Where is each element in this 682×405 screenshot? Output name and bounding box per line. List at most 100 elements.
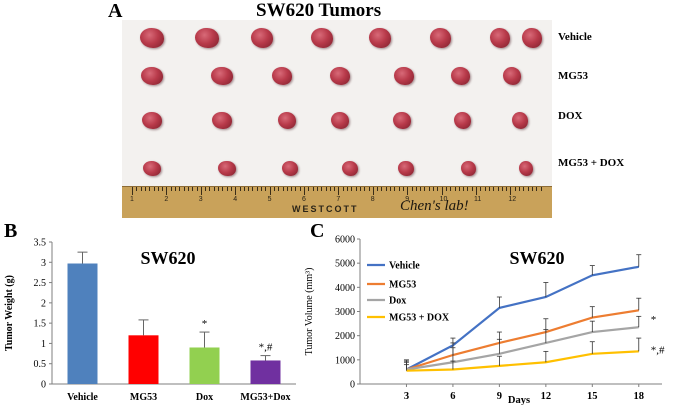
tumor-sample: [453, 111, 471, 129]
tumor-sample: [250, 28, 274, 48]
tumor-sample: [310, 28, 334, 48]
ruler-tick: [325, 187, 327, 191]
x-tick-label: 6: [450, 391, 455, 402]
tumor-sample: [502, 67, 522, 85]
ruler-tick: [205, 187, 207, 191]
ruler-tick: [527, 187, 529, 191]
ruler-tick: [261, 187, 262, 191]
ruler-number: 3: [198, 196, 203, 203]
y-axis-title: Tumor Weight (g): [4, 275, 15, 351]
legend-label: Vehicle: [389, 261, 420, 272]
ruler-tick: [252, 187, 254, 191]
ruler-tick: [196, 187, 198, 191]
ruler-tick: [200, 187, 202, 195]
ruler-tick: [132, 187, 133, 195]
y-tick-label: 4000: [335, 283, 355, 294]
y-tick-label: 2.5: [34, 278, 47, 289]
y-tick-label: 0.5: [34, 359, 47, 370]
significance-marker: *: [202, 318, 208, 330]
tumor-sample: [429, 28, 451, 48]
ruler-number: 2: [164, 196, 169, 203]
ruler-tick: [222, 187, 224, 191]
series-line: [406, 309, 639, 371]
tumor-sample: [394, 67, 414, 85]
ruler-tick: [149, 187, 151, 191]
tumor-sample: [141, 67, 163, 85]
ruler-tick: [312, 187, 314, 191]
ruler-tick: [308, 187, 310, 191]
y-tick-label: 2: [41, 298, 46, 309]
panel-b-letter: B: [4, 220, 18, 242]
ruler-tick: [136, 187, 138, 191]
y-tick-label: 6000: [335, 235, 355, 246]
tumor-sample: [522, 28, 542, 48]
y-tick-label: 0: [41, 380, 46, 391]
ruler-tick: [437, 187, 439, 191]
ruler-tick: [140, 187, 142, 191]
x-tick-label: Vehicle: [67, 392, 98, 403]
ruler-number: 11: [474, 196, 482, 203]
tumor-sample: [277, 111, 297, 129]
ruler-tick: [394, 187, 396, 191]
x-tick-label: 15: [587, 391, 598, 402]
tumor-photo: 1 2 3 4 5 6 7 8 9 10 11 12 WESTCOTT Chen's lab!: [122, 20, 552, 218]
ruler-tick: [398, 187, 400, 191]
y-tick-label: 3.5: [34, 238, 47, 249]
ruler-tick: [523, 187, 525, 191]
ruler-tick: [501, 187, 503, 191]
ruler-tick: [209, 187, 211, 191]
bar: [189, 347, 220, 384]
ruler-number: 12: [508, 196, 517, 203]
tumor-sample: [518, 160, 534, 176]
series-line: [406, 326, 639, 371]
tumor-sample: [140, 28, 164, 48]
x-tick-label: 9: [497, 391, 502, 402]
ruler-tick: [230, 187, 232, 191]
x-tick-label: 3: [404, 391, 409, 402]
chart-title: SW620: [140, 248, 195, 268]
ruler-tick: [342, 187, 344, 191]
ruler-tick: [157, 187, 159, 191]
ruler-tick: [218, 187, 219, 191]
ruler-number: 6: [302, 196, 306, 203]
ruler-tick: [187, 187, 189, 191]
ruler-tick: [192, 187, 194, 191]
tumor-weight-chart: 0 0.5 1 1.5 2 2.5 3 3.5 Tumor Weight (g) SW620 Veh…: [4, 238, 296, 403]
ruler-tick: [467, 187, 469, 191]
ruler-tick: [540, 187, 542, 191]
ruler-tick: [411, 187, 413, 191]
ruler-tick: [372, 187, 374, 195]
tumor-sample: [281, 160, 299, 176]
ruler-tick: [415, 187, 417, 191]
tumor-sample: [341, 160, 359, 176]
ruler-tick: [359, 187, 361, 191]
ruler-tick: [239, 187, 241, 191]
ruler-tick: [179, 187, 181, 191]
ruler-tick: [166, 187, 168, 195]
ruler-tick: [153, 187, 155, 191]
y-axis-title: Tumor Volume (mm³): [304, 268, 315, 356]
ruler-tick: [420, 187, 422, 191]
ruler-tick: [269, 187, 271, 195]
ruler-handwriting: Chen's lab!: [400, 198, 469, 214]
bar: [250, 360, 281, 384]
x-tick-label: 12: [541, 391, 552, 402]
ruler-tick: [243, 187, 245, 191]
ruler-tick: [514, 187, 516, 191]
tumor-sample: [330, 111, 350, 129]
legend-label: Dox: [389, 296, 406, 307]
ruler-tick: [144, 187, 146, 191]
x-tick-label: Dox: [196, 392, 213, 403]
tumor-sample: [211, 67, 233, 85]
x-axis-title: Days: [508, 395, 530, 405]
ruler-tick: [377, 187, 379, 191]
ruler: 1 2 3 4 5 6 7 8 9 10 11 12 WESTCOTT Chen's lab!: [122, 186, 552, 218]
ruler-tick: [162, 187, 164, 191]
ruler-tick: [291, 187, 293, 191]
ruler-tick: [428, 187, 430, 191]
ruler-tick: [531, 187, 533, 191]
row-label-mg53: MG53: [558, 70, 588, 82]
ruler-tick: [282, 187, 284, 191]
y-tick-label: 1000: [335, 355, 355, 366]
legend-label: MG53: [389, 280, 416, 291]
